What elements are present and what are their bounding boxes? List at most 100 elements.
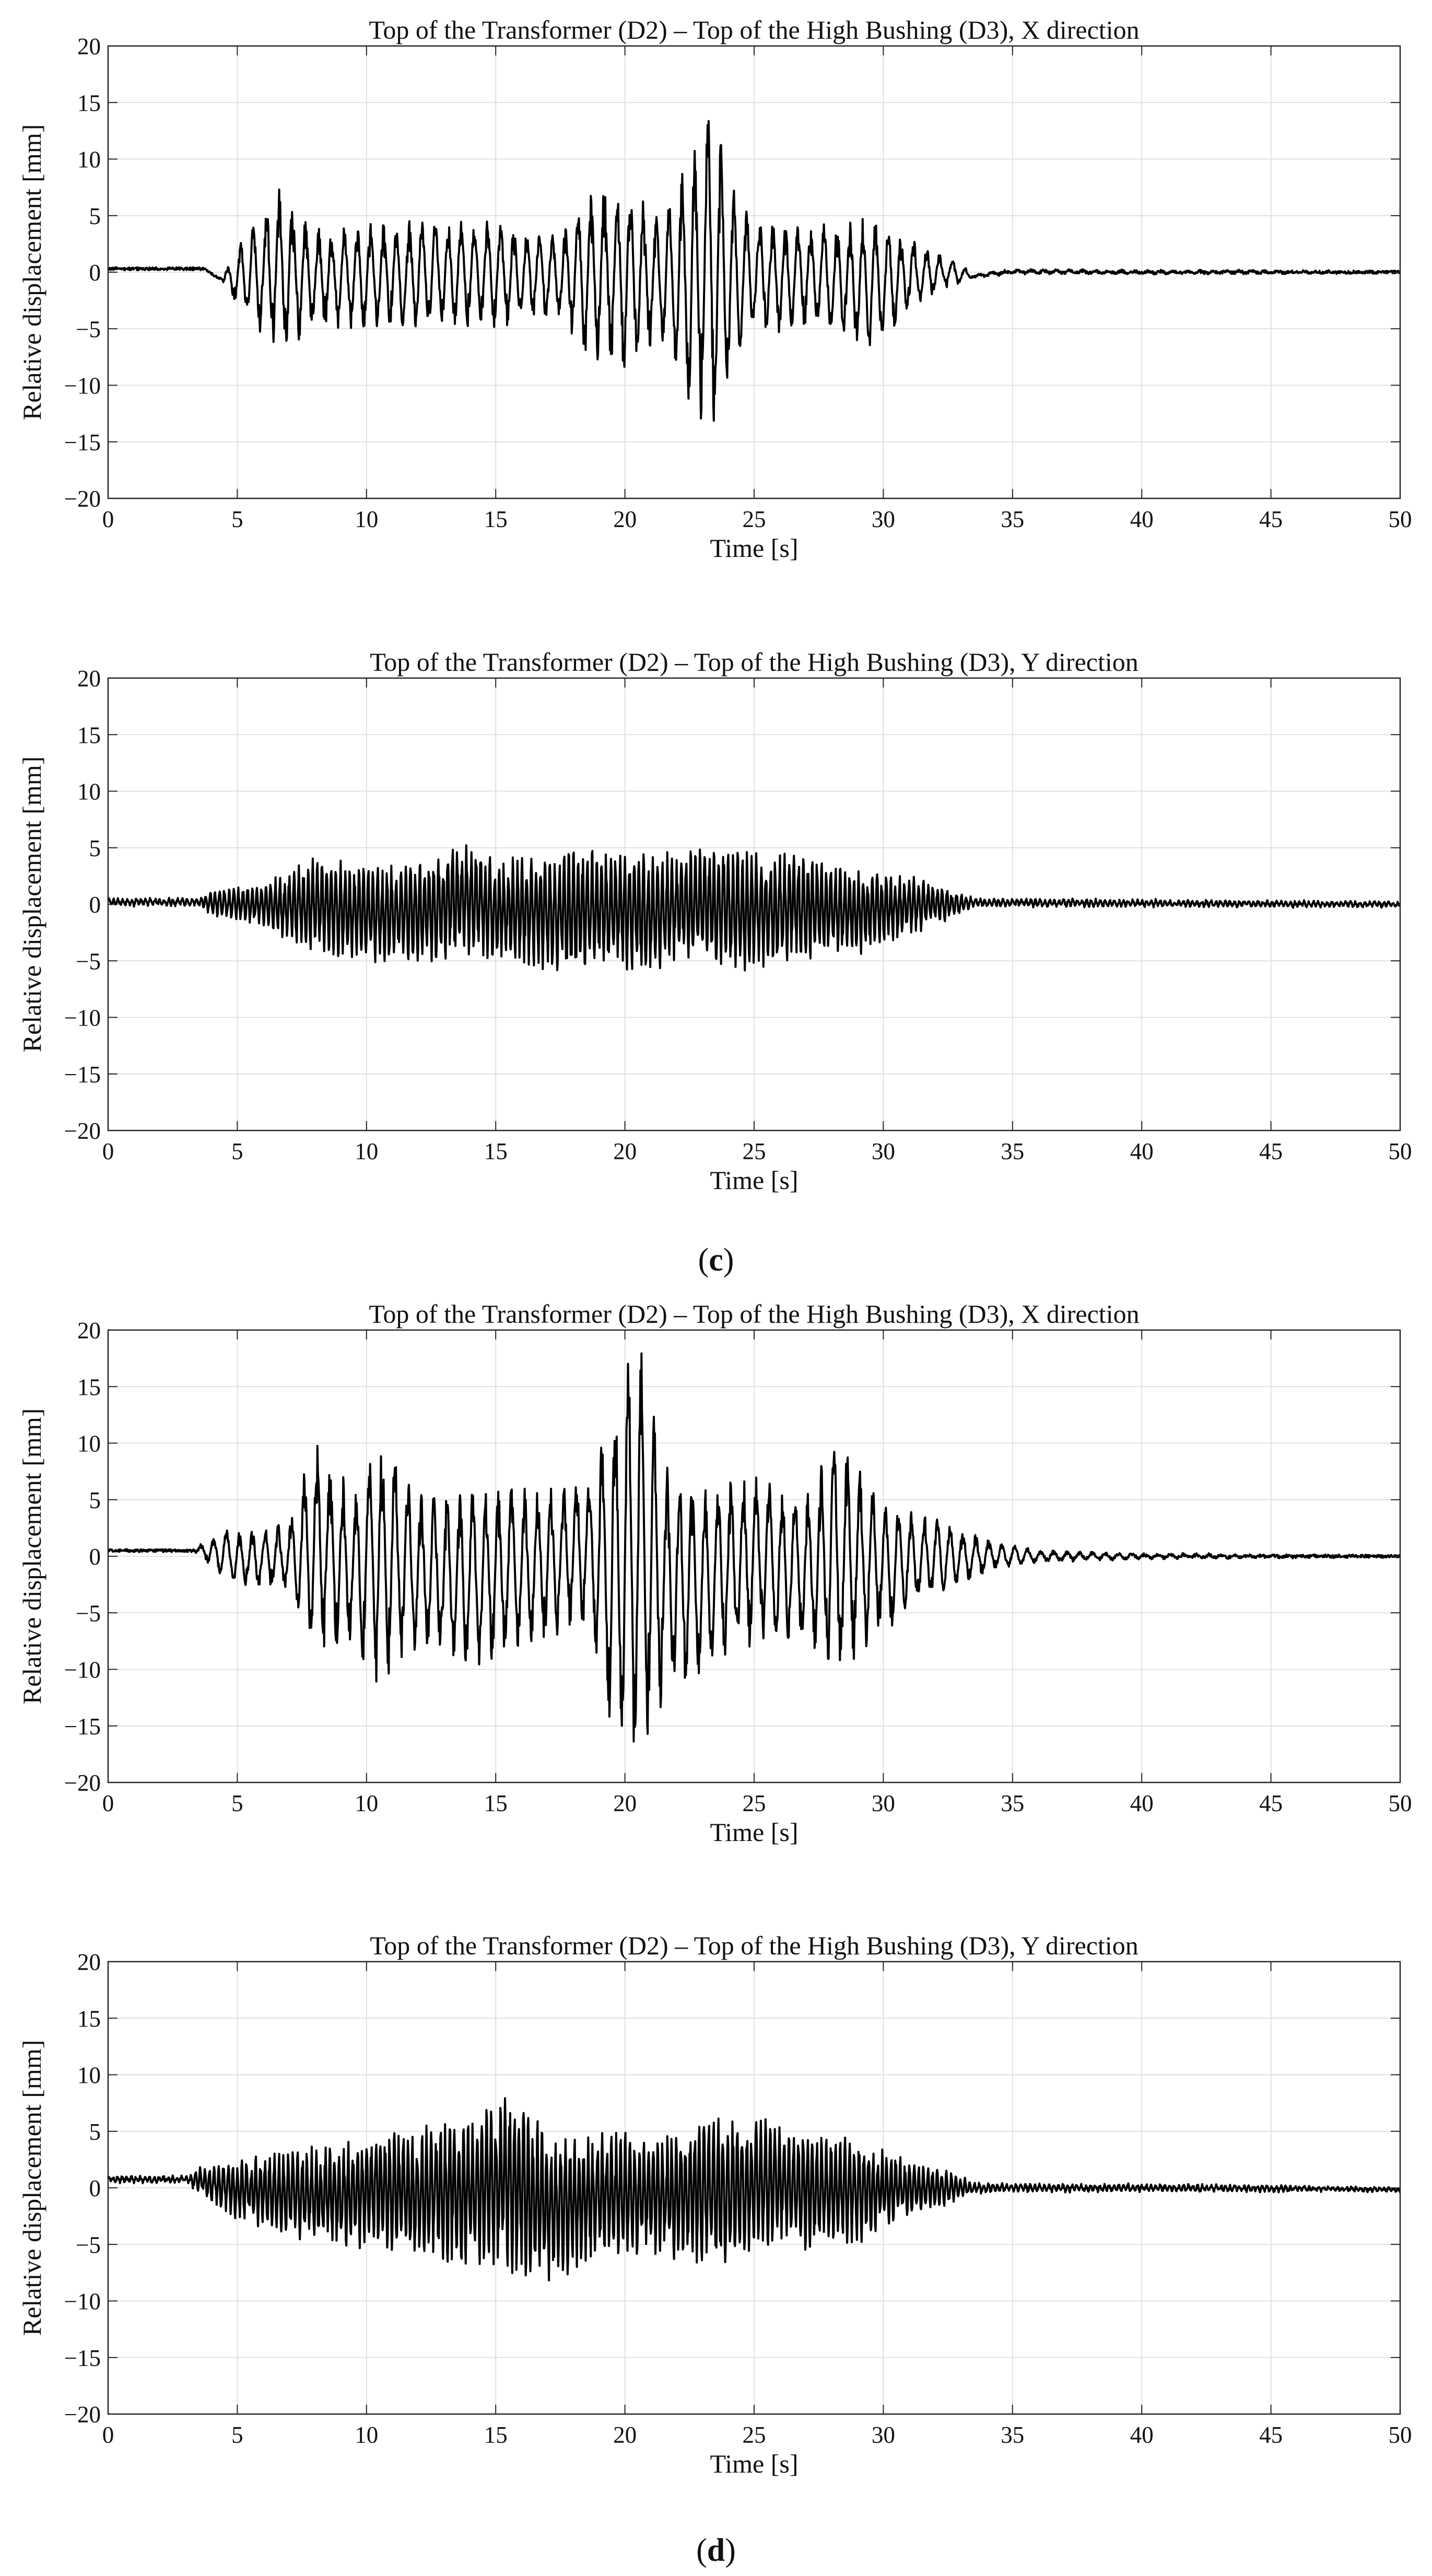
y-tick-label: −5	[76, 1600, 101, 1626]
x-tick-label: 5	[231, 1790, 243, 1816]
x-tick-label: 15	[484, 2422, 508, 2448]
series-line	[107, 844, 1401, 972]
y-tick-label: 5	[89, 2119, 101, 2145]
chart-d-x-direction: 0 5 10 15 20 25 30 35 40 45 50 −20 −15 −10 −5 0 5 10 15 20 T…	[17, 1299, 1412, 1847]
x-tick-label: 15	[484, 1138, 508, 1164]
x-tick-label: 45	[1259, 2422, 1283, 2448]
x-tick-label: 50	[1389, 506, 1412, 532]
y-tick-label: −15	[64, 2345, 101, 2371]
y-tick-label: −20	[64, 486, 101, 512]
x-axis-label: Time [s]	[710, 2449, 798, 2478]
x-tick-label: 35	[1001, 1138, 1024, 1164]
x-tick-label: 20	[613, 506, 637, 532]
x-tick-label: 45	[1259, 1790, 1283, 1816]
y-tick-label: −10	[64, 1005, 101, 1031]
x-tick-label: 0	[102, 1790, 114, 1816]
y-tick-label: −10	[64, 2289, 101, 2315]
x-tick-label: 25	[743, 1790, 766, 1816]
y-tick-label: −20	[64, 2402, 101, 2428]
x-tick-label: 50	[1389, 2422, 1412, 2448]
chart-c-y-direction: 0 5 10 15 20 25 30 35 40 45 50 −20 −15 −10 −5 0 5 10 15 20 T…	[17, 647, 1412, 1195]
chart-title: Top of the Transformer (D2) – Top of the…	[369, 1299, 1139, 1328]
y-tick-label: 15	[77, 2006, 101, 2032]
x-tick-label: 30	[872, 1138, 895, 1164]
y-tick-label: 15	[77, 1374, 101, 1400]
x-tick-label: 40	[1130, 2422, 1154, 2448]
x-tick-label: 0	[102, 506, 114, 532]
y-axis-label: Relative displacement [mm]	[17, 124, 46, 420]
x-tick-label: 10	[355, 2422, 378, 2448]
y-tick-label: 5	[89, 1487, 101, 1513]
chart-d-y-direction: 0 5 10 15 20 25 30 35 40 45 50 −20 −15 −10 −5 0 5 10 15 20 T…	[17, 1931, 1412, 2478]
y-tick-label: 15	[77, 90, 101, 116]
x-tick-label: 20	[613, 1790, 637, 1816]
x-tick-label: 45	[1259, 506, 1283, 532]
y-tick-label: 10	[77, 1431, 101, 1457]
y-tick-label: −15	[64, 429, 101, 456]
x-tick-label: 40	[1130, 1790, 1154, 1816]
x-tick-label: 5	[231, 506, 243, 532]
y-tick-label: 0	[89, 2175, 101, 2201]
x-tick-label: 50	[1389, 1138, 1412, 1164]
y-tick-label: 10	[77, 2062, 101, 2089]
x-tick-label: 0	[102, 2422, 114, 2448]
y-tick-label: −15	[64, 1062, 101, 1088]
x-tick-label: 40	[1130, 1138, 1154, 1164]
y-tick-label: −10	[64, 1657, 101, 1683]
x-tick-label: 30	[872, 1790, 895, 1816]
y-tick-label: 5	[89, 835, 101, 861]
y-axis-label: Relative displacement [mm]	[17, 756, 46, 1052]
x-tick-label: 25	[743, 2422, 766, 2448]
x-tick-label: 30	[872, 2422, 895, 2448]
y-tick-label: 5	[89, 203, 101, 229]
x-tick-label: 45	[1259, 1138, 1283, 1164]
y-tick-label: −10	[64, 373, 101, 399]
x-tick-label: 50	[1389, 1790, 1412, 1816]
x-tick-label: 25	[743, 506, 766, 532]
y-axis-label: Relative displacement [mm]	[17, 1408, 46, 1704]
panel-label-c: (c)	[698, 1242, 734, 1278]
y-tick-label: 10	[77, 147, 101, 173]
x-tick-label: 10	[355, 1790, 378, 1816]
y-tick-label: 10	[77, 779, 101, 805]
y-tick-label: 15	[77, 722, 101, 748]
x-tick-label: 25	[743, 1138, 766, 1164]
x-tick-label: 40	[1130, 506, 1154, 532]
series-line	[107, 1352, 1401, 1743]
y-tick-label: 20	[77, 33, 101, 60]
y-tick-label: −5	[76, 316, 101, 342]
x-tick-label: 10	[355, 506, 378, 532]
chart-c-x-direction: 0 5 10 15 20 25 30 35 40 45 50 −20 −15 −10 −5 0 5 10 15 20 T…	[17, 15, 1412, 563]
y-tick-label: 0	[89, 892, 101, 918]
x-tick-label: 5	[231, 1138, 243, 1164]
y-tick-label: 0	[89, 1544, 101, 1570]
panel-label-d: (d)	[696, 2533, 736, 2568]
x-tick-label: 15	[484, 1790, 508, 1816]
chart-title: Top of the Transformer (D2) – Top of the…	[370, 647, 1138, 677]
y-tick-label: 20	[77, 1949, 101, 1975]
x-tick-label: 20	[613, 1138, 637, 1164]
series-line	[107, 2097, 1401, 2282]
x-axis-label: Time [s]	[710, 533, 798, 563]
y-tick-label: −5	[76, 948, 101, 974]
chart-title: Top of the Transformer (D2) – Top of the…	[370, 1931, 1138, 1960]
y-tick-label: −5	[76, 2232, 101, 2258]
x-tick-label: 30	[872, 506, 895, 532]
x-tick-label: 20	[613, 2422, 637, 2448]
y-tick-label: −15	[64, 1714, 101, 1740]
x-tick-label: 5	[231, 2422, 243, 2448]
x-tick-label: 10	[355, 1138, 378, 1164]
x-tick-label: 0	[102, 1138, 114, 1164]
chart-title: Top of the Transformer (D2) – Top of the…	[369, 15, 1139, 44]
y-tick-label: 20	[77, 666, 101, 692]
x-axis-label: Time [s]	[710, 1817, 798, 1847]
x-tick-label: 35	[1001, 506, 1024, 532]
y-tick-label: 20	[77, 1318, 101, 1344]
x-tick-label: 15	[484, 506, 508, 532]
y-tick-label: 0	[89, 260, 101, 286]
series-line	[107, 120, 1401, 422]
y-axis-label: Relative displacement [mm]	[17, 2040, 46, 2336]
y-tick-label: −20	[64, 1770, 101, 1796]
